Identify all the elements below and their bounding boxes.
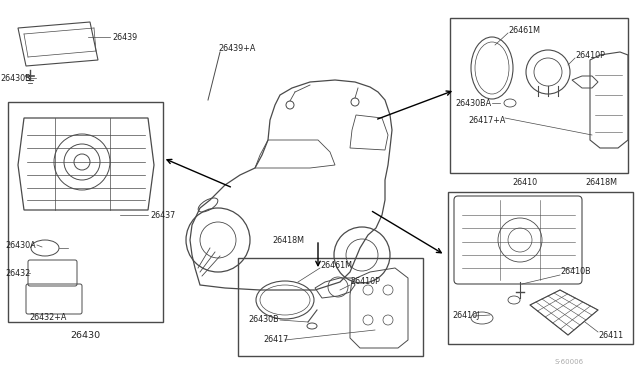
Text: 26461M: 26461M: [508, 26, 540, 35]
Bar: [448, 192, 633, 344]
Text: 26418M: 26418M: [272, 235, 304, 244]
Text: 26410P: 26410P: [350, 278, 380, 286]
Bar: [8, 102, 163, 322]
Text: 26430B: 26430B: [248, 315, 278, 324]
Text: 26439+A: 26439+A: [218, 44, 255, 52]
Text: 26417: 26417: [263, 336, 288, 344]
Text: 26430: 26430: [70, 330, 100, 340]
Text: 26410P: 26410P: [575, 51, 605, 60]
Text: 26430A: 26430A: [5, 241, 36, 250]
Text: 26432: 26432: [5, 269, 30, 278]
Text: 26418M: 26418M: [585, 177, 617, 186]
Bar: [238, 258, 423, 356]
Text: 26417+A: 26417+A: [468, 115, 506, 125]
Text: 26410B: 26410B: [560, 267, 591, 276]
Text: 26430B: 26430B: [0, 74, 31, 83]
Text: 26430BA: 26430BA: [455, 99, 491, 108]
Text: 26432+A: 26432+A: [29, 314, 67, 323]
Bar: [450, 18, 628, 173]
Text: S·60006: S·60006: [555, 359, 584, 365]
Text: 26439: 26439: [112, 32, 137, 42]
Text: 26410J: 26410J: [452, 311, 479, 320]
Text: 26461M: 26461M: [320, 260, 352, 269]
Text: 26437: 26437: [150, 211, 175, 219]
Text: 26411: 26411: [598, 330, 623, 340]
Text: 26410: 26410: [512, 177, 537, 186]
